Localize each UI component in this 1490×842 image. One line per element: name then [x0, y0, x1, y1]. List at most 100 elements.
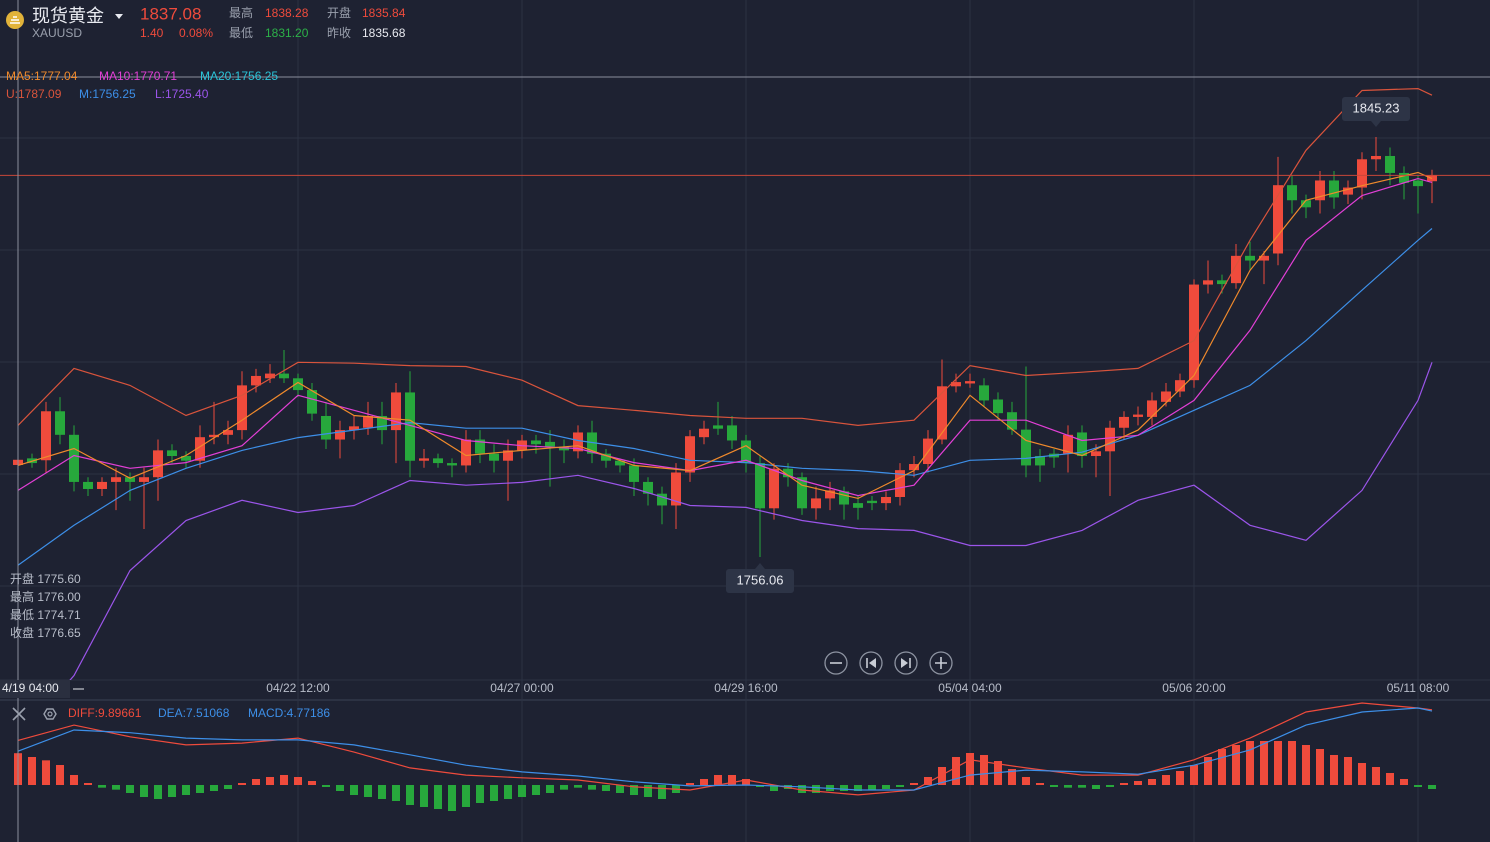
candle-body: [853, 503, 863, 508]
macd-bar: [518, 785, 526, 797]
candle-body: [1259, 255, 1269, 261]
candle-body: [881, 496, 891, 504]
boll-legend: M:1756.25: [79, 87, 136, 101]
zoom-in-button[interactable]: [929, 651, 953, 675]
macd-bar: [1064, 785, 1072, 788]
annotation-box: [1342, 97, 1410, 121]
x-tick-label: 05/04 04:00: [938, 681, 1002, 695]
annotation-label: 1756.06: [737, 572, 784, 587]
header: 现货黄金 XAUUSD 1837.08 1.40 0.08% 最高 1838.2…: [6, 4, 406, 40]
hover-line: 开盘 1775.60: [10, 571, 81, 586]
macd-legend: DIFF:9.89661: [68, 706, 142, 720]
candle-body: [531, 440, 541, 445]
candle-body: [937, 386, 947, 440]
candle-body: [601, 453, 611, 461]
macd-bar: [882, 785, 890, 789]
candle-body: [419, 458, 429, 461]
macd-bar: [210, 785, 218, 791]
close-indicator[interactable]: [12, 707, 26, 721]
stat-label: 最低: [229, 26, 253, 40]
macd-bar: [280, 775, 288, 785]
candle-body: [643, 481, 653, 494]
annotation-pointer: [755, 563, 765, 569]
macd-bar: [1078, 785, 1086, 788]
settings-icon[interactable]: [43, 708, 57, 720]
symbol-dropdown[interactable]: [115, 14, 123, 19]
macd-bar: [1302, 745, 1310, 785]
candle-body: [671, 472, 681, 506]
ma-legend: MA20:1756.25: [200, 69, 278, 83]
macd-bar: [714, 775, 722, 785]
candle-body: [811, 498, 821, 509]
annotations: 1845.23 1756.06: [726, 97, 1410, 593]
scroll-end-button[interactable]: [894, 651, 918, 675]
macd-bar: [42, 760, 50, 785]
indicator-line: [17, 177, 1433, 497]
candle-body: [713, 425, 723, 429]
candle-body: [209, 434, 219, 438]
macd-bar: [532, 785, 540, 795]
x-tick-label: 04/27 00:00: [490, 681, 554, 695]
macd-bar: [1428, 785, 1436, 789]
candle-body: [1385, 155, 1395, 173]
candle-body: [1413, 180, 1423, 187]
candle-body: [965, 381, 975, 384]
candle-body: [181, 456, 191, 461]
candle-body: [125, 477, 135, 482]
macd-bar: [434, 785, 442, 809]
macd-bar: [1148, 779, 1156, 785]
macd-bar: [1274, 741, 1282, 785]
candle-body: [657, 493, 667, 506]
macd-bar: [126, 785, 134, 793]
macd-bar: [1092, 785, 1100, 789]
candle-body: [1091, 451, 1101, 457]
macd-bar: [322, 785, 330, 787]
candle-body: [153, 450, 163, 478]
candle-body: [1231, 255, 1241, 284]
candle-body: [1371, 155, 1381, 160]
candle-body: [1063, 434, 1073, 454]
indicator-line: [17, 171, 1433, 500]
macd-bar: [392, 785, 400, 801]
zoom-out-button[interactable]: [824, 651, 848, 675]
macd-bar: [476, 785, 484, 803]
macd-bar: [154, 785, 162, 799]
macd-bar: [588, 785, 596, 790]
macd-bar: [56, 765, 64, 785]
candle-body: [475, 439, 485, 454]
candle-body: [433, 458, 443, 464]
macd-bar: [238, 783, 246, 785]
title: 现货黄金: [32, 6, 104, 26]
candle-body: [769, 468, 779, 509]
x-tick-label: 05/06 20:00: [1162, 681, 1226, 695]
stat-value: 1835.84: [362, 6, 406, 20]
macd-bar: [28, 757, 36, 785]
candle-body: [1203, 280, 1213, 285]
indicator-line: [17, 228, 1433, 566]
indicator-settings[interactable]: [43, 708, 57, 720]
macd-bar: [728, 775, 736, 785]
macd-bar: [644, 785, 652, 797]
macd-bar: [1050, 785, 1058, 787]
candle-body: [363, 415, 373, 428]
candle-body: [307, 390, 317, 414]
macd-bar: [602, 785, 610, 791]
candle-body: [979, 385, 989, 401]
candle-body: [825, 490, 835, 499]
macd-bar: [966, 753, 974, 785]
candle-body: [741, 440, 751, 464]
macd-bar: [546, 785, 554, 793]
macd-bar: [700, 779, 708, 785]
close-icon[interactable]: [12, 707, 26, 721]
macd-bar: [336, 785, 344, 791]
candle-body: [265, 373, 275, 379]
candle-body: [1077, 432, 1087, 457]
candle-body: [545, 441, 555, 447]
candle-body: [461, 439, 471, 466]
macd-bar: [504, 785, 512, 799]
settings-icon-center[interactable]: [47, 711, 53, 717]
candle-body: [503, 450, 513, 461]
scroll-start-button[interactable]: [859, 651, 883, 675]
candle-body: [321, 415, 331, 440]
